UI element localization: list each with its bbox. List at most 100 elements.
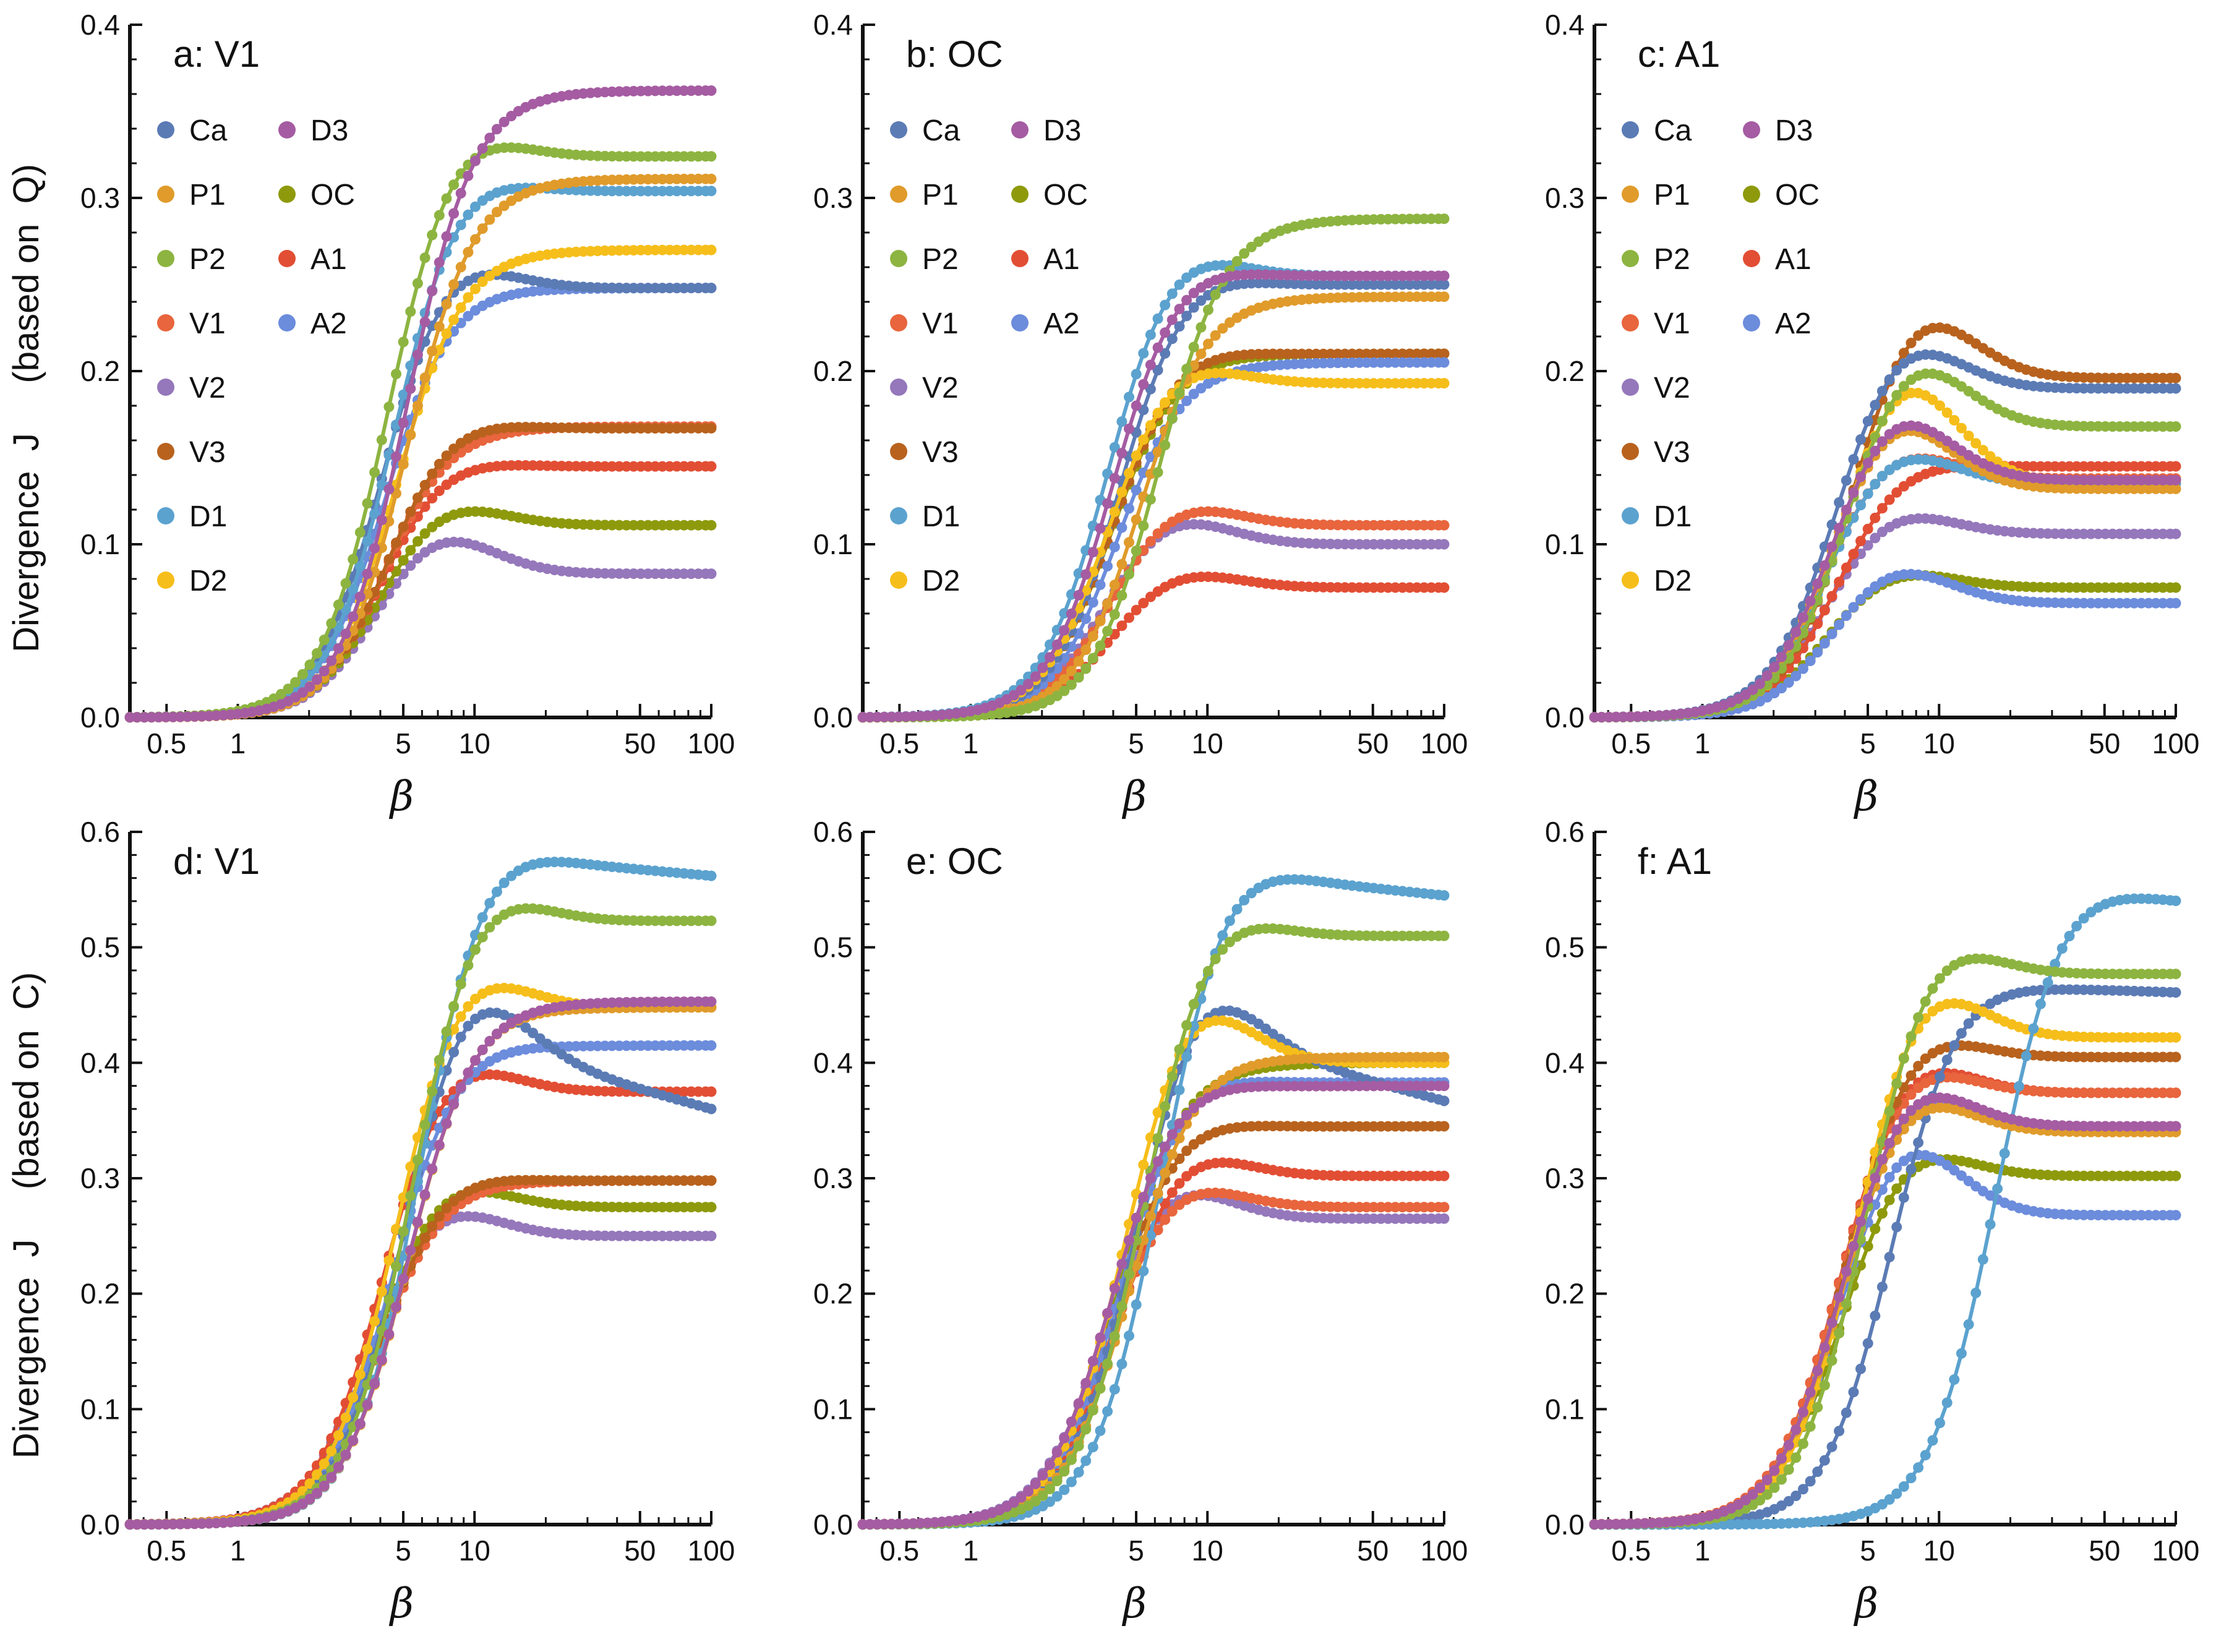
data-point xyxy=(326,1472,336,1483)
data-point xyxy=(383,484,394,495)
legend-label-V2: V2 xyxy=(922,372,959,404)
data-point xyxy=(1203,339,1213,349)
legend-label-OC: OC xyxy=(1775,179,1820,212)
legend-marker-A2 xyxy=(278,314,296,332)
legend-marker-OC xyxy=(278,186,296,203)
data-point xyxy=(341,1450,351,1460)
data-point xyxy=(398,521,409,532)
data-point xyxy=(448,1099,459,1110)
data-point xyxy=(427,346,437,356)
data-point xyxy=(1439,291,1450,302)
x-axis-title: β xyxy=(1853,773,1878,820)
legend-marker-V2 xyxy=(157,379,174,396)
legend-label-V2: V2 xyxy=(189,372,226,404)
data-point xyxy=(420,372,430,383)
legend-label-A1: A1 xyxy=(1775,243,1812,276)
legend-label-A2: A2 xyxy=(1043,307,1080,340)
data-point xyxy=(477,223,488,234)
legend-label-P2: P2 xyxy=(1654,243,1690,276)
data-point xyxy=(391,537,401,548)
data-point xyxy=(1841,505,1852,515)
legend-marker-D2 xyxy=(1622,571,1639,589)
data-point xyxy=(348,1392,358,1403)
series-line-A2 xyxy=(130,1045,711,1524)
data-point xyxy=(706,1087,717,1097)
data-point xyxy=(333,643,344,654)
data-point xyxy=(383,1329,394,1340)
y-tick-label: 0.6 xyxy=(80,816,120,848)
data-point xyxy=(456,1011,466,1022)
data-point xyxy=(1124,424,1134,434)
y-tick-label: 0.6 xyxy=(813,816,853,848)
data-point xyxy=(706,186,717,196)
series-V2 xyxy=(1589,513,2181,722)
data-point xyxy=(391,1261,401,1272)
legend-marker-P2 xyxy=(1622,250,1639,267)
legend-marker-V3 xyxy=(157,443,174,460)
legend-marker-A1 xyxy=(1743,250,1760,267)
data-point xyxy=(470,234,481,245)
data-point xyxy=(377,1286,387,1297)
data-point xyxy=(1439,1171,1450,1181)
data-point xyxy=(413,1155,423,1165)
data-point xyxy=(1124,468,1134,479)
data-point xyxy=(427,230,437,241)
legend-label-V3: V3 xyxy=(189,436,226,469)
data-point xyxy=(1052,640,1063,650)
data-point xyxy=(706,996,717,1007)
x-tick-label: 1 xyxy=(963,1534,979,1567)
data-point xyxy=(1160,1215,1170,1225)
legend-marker-V1 xyxy=(157,314,174,332)
data-point xyxy=(1834,576,1844,587)
legend-marker-P1 xyxy=(890,186,907,203)
legend-label-Ca: Ca xyxy=(189,114,228,147)
data-point xyxy=(405,545,416,555)
legend-marker-Ca xyxy=(890,121,907,139)
data-point xyxy=(1848,602,1859,612)
legend-marker-D1 xyxy=(1622,507,1639,524)
data-point xyxy=(1855,434,1866,445)
data-point xyxy=(297,669,308,680)
y-axis-title: Divergence J (based on C) xyxy=(6,972,46,1459)
data-point xyxy=(1174,388,1185,398)
data-point xyxy=(1863,458,1873,468)
data-point xyxy=(1116,559,1127,570)
data-point xyxy=(1877,416,1888,426)
y-tick-label: 0.2 xyxy=(813,1278,853,1310)
legend-marker-V2 xyxy=(890,379,907,396)
data-point xyxy=(1956,423,1967,434)
data-point xyxy=(477,932,488,943)
legend-marker-Ca xyxy=(1622,121,1639,139)
data-point xyxy=(1080,664,1091,674)
x-tick-label: 5 xyxy=(1128,1534,1144,1567)
data-point xyxy=(1891,390,1902,401)
data-point xyxy=(326,618,336,628)
data-point xyxy=(1124,612,1134,623)
data-point xyxy=(456,220,466,230)
data-point xyxy=(1855,500,1866,510)
x-axis-title: β xyxy=(388,773,414,820)
panel-title: b: OC xyxy=(906,33,1003,75)
data-point xyxy=(1827,591,1837,602)
data-point xyxy=(442,194,452,204)
data-point xyxy=(2171,598,2181,609)
legend-label-V3: V3 xyxy=(922,436,959,469)
y-tick-label: 0.4 xyxy=(1545,9,1585,41)
data-point xyxy=(1045,652,1055,662)
data-point xyxy=(1160,327,1170,338)
data-point xyxy=(1102,599,1113,609)
legend-marker-V3 xyxy=(1622,443,1639,460)
legend-marker-OC xyxy=(1011,186,1029,203)
data-point xyxy=(420,1233,430,1243)
panel-title: e: OC xyxy=(906,841,1003,882)
data-point xyxy=(1102,626,1113,636)
data-point xyxy=(1870,400,1880,410)
data-point xyxy=(413,536,423,547)
data-point xyxy=(427,286,437,296)
y-tick-label: 0.3 xyxy=(80,182,120,214)
data-point xyxy=(326,656,336,666)
data-point xyxy=(1153,408,1163,418)
data-point xyxy=(463,210,473,220)
data-point xyxy=(706,423,717,434)
